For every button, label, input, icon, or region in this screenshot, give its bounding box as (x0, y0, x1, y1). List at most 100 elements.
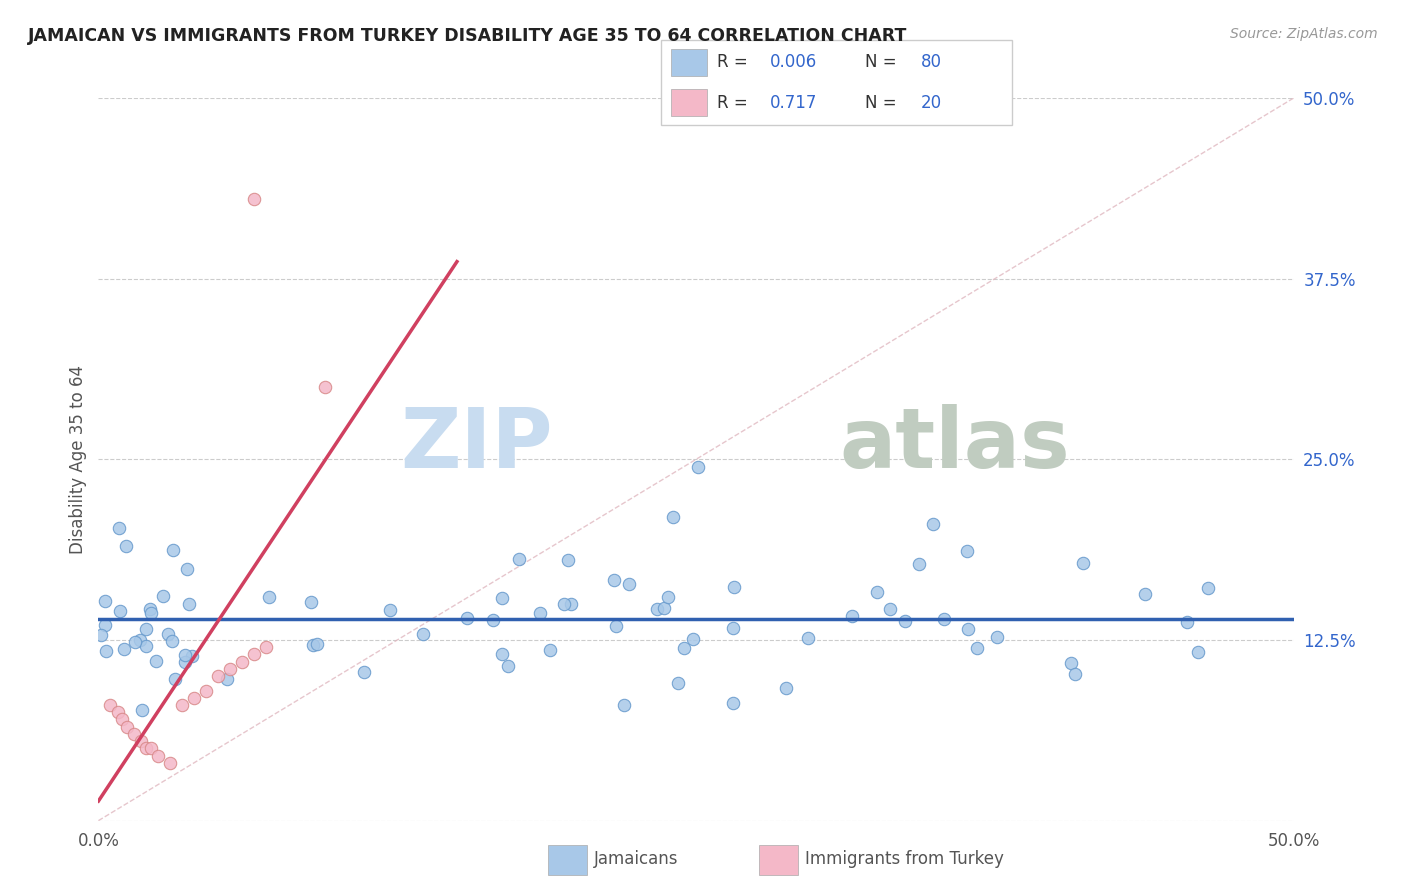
Point (176, 562, 198, 576)
Point (131, 703, 153, 717)
Point (111, 713, 134, 727)
Text: atlas: atlas (839, 404, 1070, 485)
Point (307, 637, 329, 651)
Point (672, 640, 695, 655)
Point (98, 698, 122, 712)
Point (112, 641, 135, 656)
Point (380, 603, 402, 617)
Point (553, 597, 575, 611)
Point (491, 647, 513, 661)
Point (94, 644, 117, 658)
Text: JAMAICAN VS IMMIGRANTS FROM TURKEY DISABILITY AGE 35 TO 64 CORRELATION CHART: JAMAICAN VS IMMIGRANTS FROM TURKEY DISAB… (28, 27, 907, 45)
Point (657, 590, 679, 604)
Point (195, 683, 218, 698)
Point (957, 622, 980, 636)
FancyBboxPatch shape (548, 845, 588, 874)
Point (172, 698, 194, 712)
Point (217, 672, 239, 686)
Point (1064, 667, 1087, 681)
Point (174, 655, 197, 669)
Text: Jamaicans: Jamaicans (595, 849, 679, 868)
Point (529, 606, 551, 620)
Point (796, 631, 818, 645)
Point (93, 617, 115, 632)
Text: N =: N = (865, 54, 901, 71)
Point (560, 598, 582, 612)
Point (682, 632, 704, 646)
Point (181, 649, 204, 664)
Point (174, 648, 197, 662)
Text: 0.006: 0.006 (770, 54, 817, 71)
Point (302, 639, 325, 653)
Point (145, 654, 167, 668)
Point (1133, 587, 1156, 601)
Point (1187, 645, 1209, 659)
Point (723, 580, 745, 594)
Point (299, 595, 322, 609)
Point (686, 459, 709, 474)
Text: R =: R = (717, 94, 758, 112)
Point (908, 557, 931, 571)
Text: 20: 20 (921, 94, 942, 112)
Point (666, 676, 689, 690)
Point (124, 727, 146, 741)
Point (219, 662, 242, 676)
Point (159, 756, 181, 770)
Point (491, 591, 513, 605)
Point (259, 590, 281, 604)
FancyBboxPatch shape (671, 49, 707, 76)
Point (603, 573, 626, 587)
Point (315, 380, 337, 394)
Point (956, 544, 979, 558)
Point (156, 627, 179, 641)
Point (94, 594, 117, 608)
Point (107, 705, 129, 719)
Point (508, 552, 530, 566)
Point (90, 628, 112, 642)
Text: 0.717: 0.717 (770, 94, 817, 112)
Point (139, 741, 162, 756)
Text: N =: N = (865, 94, 901, 112)
Point (231, 655, 253, 669)
Point (496, 658, 519, 673)
Point (108, 520, 131, 534)
Point (179, 598, 201, 612)
Point (139, 602, 162, 616)
Point (135, 741, 157, 756)
Point (412, 627, 434, 641)
Point (152, 589, 174, 603)
Point (879, 601, 901, 615)
FancyBboxPatch shape (759, 845, 799, 874)
Point (721, 696, 744, 710)
Point (932, 612, 955, 626)
Point (652, 600, 675, 615)
Point (922, 517, 945, 532)
Point (456, 610, 478, 624)
Point (135, 639, 157, 653)
Point (353, 665, 375, 680)
Point (207, 669, 229, 683)
Point (966, 641, 988, 656)
FancyBboxPatch shape (671, 89, 707, 116)
Point (775, 681, 797, 695)
Point (115, 720, 138, 734)
Point (243, 648, 266, 662)
Point (165, 673, 187, 687)
Point (115, 539, 138, 553)
Point (135, 622, 157, 636)
Point (148, 748, 170, 763)
Point (1197, 581, 1219, 595)
Point (162, 542, 184, 557)
Point (866, 584, 889, 599)
Text: R =: R = (717, 54, 754, 71)
Point (645, 602, 668, 616)
Point (605, 619, 627, 633)
Point (1175, 615, 1198, 629)
Point (893, 614, 915, 628)
Point (538, 643, 561, 657)
FancyBboxPatch shape (661, 40, 1012, 125)
Point (662, 510, 685, 524)
Point (1071, 556, 1094, 570)
Point (110, 604, 132, 618)
Text: Immigrants from Turkey: Immigrants from Turkey (806, 849, 1004, 868)
